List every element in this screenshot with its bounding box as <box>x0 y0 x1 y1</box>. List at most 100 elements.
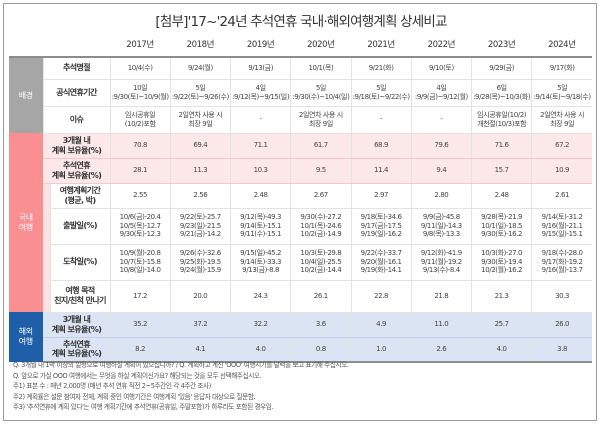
cell-line: - <box>440 115 443 124</box>
row-label-line: 계획 보유율(%) <box>51 145 102 155</box>
cell-line: 9/19(일)-16.2 <box>360 230 402 239</box>
page-title: [첨부]'17~'24년 추석연휴 국내·해외여행계획 상세비교 <box>155 14 447 30</box>
cell-issue: 2일연차 사용 시 최장 9일 <box>169 106 231 134</box>
cell-line: 9/24(월)-15.9 <box>179 266 221 275</box>
cell-dom-departure: 9/28(목)-21.9 10/1(일)-18.5 9/30(토)-16.2 <box>470 208 532 245</box>
cell-line: - <box>380 115 383 124</box>
cell-line: :9/28(목)~10/3(화) <box>473 92 531 101</box>
cell-dom-3month: 67.2 <box>531 133 592 159</box>
cell-line: :9/18(토)~9/22(수) <box>352 92 410 101</box>
cell-line: 10/6(금)-20.4 <box>119 213 161 222</box>
cell-ovs-3month: 4.9 <box>350 312 412 338</box>
cell-line: 10/9(월)-20.8 <box>119 249 161 258</box>
cell-line: 9/14(토)-15.1 <box>240 221 282 230</box>
cell-dom-period: 2.80 <box>410 183 472 209</box>
cell-ovs-chuseok: 0.8 <box>290 337 351 363</box>
cell-dom-arrival: 10/9(월)-20.8 10/7(토)-15.8 10/8(일)-14.0 <box>109 244 171 281</box>
cell-ovs-chuseok: 8.2 <box>109 337 171 363</box>
cell-ovs-3month: 32.2 <box>229 312 291 338</box>
cell-ovs-3month: 37.2 <box>169 312 231 338</box>
cell-line: 9/12(화)-41.9 <box>420 249 462 258</box>
cell-line: :9/14(토)~9/18(수) <box>533 92 591 101</box>
row-label-dom-3month: 3개월 내 계획 보유율(%) <box>42 133 110 159</box>
cell-ovs-chuseok: 4.1 <box>169 337 231 363</box>
document-frame: [첨부]'17~'24년 추석연휴 국내·해외여행계획 상세비교 2017년 20… <box>3 3 597 421</box>
cell-line: 최장 9일 <box>308 119 333 128</box>
cell-line: 9/14(토)-31.2 <box>541 213 583 222</box>
cell-line: :9/22(토)~9/26(수) <box>171 92 229 101</box>
cell-official-holiday: 5일:9/30(수)~10/4(일) <box>290 79 351 107</box>
cell-ovs-3month: 3.6 <box>290 312 351 338</box>
cell-line: 5일 <box>315 84 326 93</box>
cell-line: 10/8(일)-14.0 <box>119 266 161 275</box>
cell-dom-arrival: 10/3(화)-27.0 9/30(토)-19.4 10/2(월)-16.2 <box>470 244 532 281</box>
cell-dom-period: 2.61 <box>531 183 592 209</box>
cell-dom-chuseok: 9.4 <box>410 158 472 184</box>
cell-dom-purpose: 30.3 <box>531 280 592 313</box>
cell-line: 임시공휴일 <box>125 111 156 120</box>
cell-dom-purpose: 26.1 <box>290 280 351 313</box>
row-label-line: 계획 보유율(%) <box>51 324 102 334</box>
cell-official-holiday: 5일:9/14(토)~9/18(수) <box>531 79 592 107</box>
cell-dom-3month: 71.1 <box>229 133 291 159</box>
row-label-line: 계획 보유율(%) <box>51 349 102 359</box>
cell-official-holiday: 5일:9/18(토)~9/22(수) <box>350 79 412 107</box>
row-label-chuseok-day: 추석명절 <box>42 57 110 80</box>
table-row: 여행계획기간 (평균, 박) 2.55 2.56 2.48 2.67 2.97 2.80 2.4… <box>9 183 592 312</box>
cell-line: :9/30(수)~10/4(일) <box>292 92 350 101</box>
cell-official-holiday: 4일:9/9(금)~9/12(월) <box>410 79 472 107</box>
cell-line: 9/30(수)-27.2 <box>300 213 342 222</box>
cell-dom-arrival: 9/22(수)-33.7 9/20(월)-16.1 9/19(화)-14.1 <box>350 244 412 281</box>
cell-dom-purpose: 21.8 <box>410 280 472 313</box>
cell-line: 2일연차 사용 시 <box>178 111 223 120</box>
cell-dom-purpose: 20.0 <box>169 280 231 313</box>
cell-line: (10/2)포함 <box>124 119 156 128</box>
cell-line: 9/21(금)-14.2 <box>179 230 221 239</box>
row-label-ovs-3month: 3개월 내 계획 보유율(%) <box>42 312 110 338</box>
table-row: 여행 목적 친지/친척 만나기 17.2 20.0 24.3 26.1 22.8 21.8 21… <box>9 280 592 313</box>
cell-ovs-chuseok: 1.0 <box>350 337 412 363</box>
table-row: 도착일(%) 10/9(월)-20.8 10/7(토)-15.8 10/8(일)-14… <box>9 244 592 281</box>
cell-line: 10일 <box>133 84 148 93</box>
cell-chuseok-day: 9/10(토) <box>410 57 472 80</box>
cell-dom-period: 2.56 <box>169 183 231 209</box>
cell-ovs-chuseok: 4.0 <box>229 337 291 363</box>
cell-line: 9/26(수)-32.6 <box>179 249 221 258</box>
cell-dom-departure: 9/30(수)-27.2 10/1(목)-24.6 10/2(금)-14.9 <box>290 208 351 245</box>
cell-line: 10/2(월)-16.2 <box>481 266 523 275</box>
cell-line: 9/19(화)-14.1 <box>360 266 402 275</box>
cell-line: 10/7(토)-15.8 <box>119 257 161 266</box>
cell-line: 개천절(10/3)포함 <box>477 119 527 128</box>
cell-issue: 임시공휴일(10/2) 개천절(10/3)포함 <box>470 106 532 134</box>
cell-dom-3month: 61.7 <box>290 133 351 159</box>
cell-dom-chuseok: 11.3 <box>169 158 231 184</box>
cell-line: 9/11(수)-15.1 <box>240 230 282 239</box>
cell-ovs-3month: 35.2 <box>109 312 171 338</box>
cell-line: 9/16(월)-13.7 <box>541 266 583 275</box>
cell-line: 5일 <box>376 84 387 93</box>
cell-dom-departure: 9/9(금)-45.8 9/11(일)-14.3 9/8(목)-13.3 <box>410 208 472 245</box>
cell-dom-chuseok: 11.4 <box>350 158 412 184</box>
row-label-line: 계획 보유율(%) <box>51 170 102 180</box>
cell-line: 9/8(목)-13.3 <box>422 230 460 239</box>
cell-line: 9/13(수)-8.4 <box>422 266 460 275</box>
cell-official-holiday: 10일:9/30(토)~10/9(월) <box>109 79 171 107</box>
row-label-line: 3개월 내 <box>62 314 91 324</box>
category-background: 배경 <box>9 57 43 133</box>
header-corner <box>9 35 110 58</box>
cell-line: - <box>259 115 263 124</box>
table-row: 출발일(%) 10/6(금)-20.4 10/5(목)-12.7 9/30(토)-12… <box>9 208 592 245</box>
cell-dom-purpose: 24.3 <box>229 280 291 313</box>
cell-dom-chuseok: 9.5 <box>290 158 351 184</box>
row-label-issue: 이슈 <box>42 106 110 134</box>
cell-dom-arrival: 9/15(일)-45.2 9/14(토)-33.3 9/13(금)-8.8 <box>229 244 291 281</box>
table-row: 공식연휴기간 10일:9/30(토)~10/9(월) 5일:9/22(토)~9/26… <box>9 79 592 107</box>
cell-official-holiday: 6일:9/28(목)~10/3(화) <box>470 79 532 107</box>
cell-line: 9/16(월)-21.1 <box>541 221 583 230</box>
cell-line: 10/1(일)-18.5 <box>481 221 523 230</box>
cell-line: 9/17(금)-17.5 <box>360 221 402 230</box>
year-header: 2024년 <box>531 35 592 58</box>
cell-line: 9/9(금)-45.8 <box>422 213 460 222</box>
table-row: 추석연휴 계획 보유율(%) 8.2 4.1 4.0 0.8 1.0 2.6 4.0 3.8 <box>9 337 592 363</box>
